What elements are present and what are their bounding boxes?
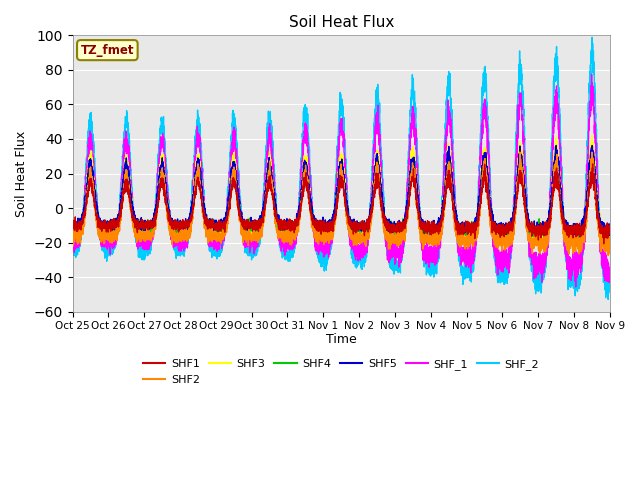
Text: TZ_fmet: TZ_fmet xyxy=(81,44,134,57)
Legend: SHF1, SHF2, SHF3, SHF4, SHF5, SHF_1, SHF_2: SHF1, SHF2, SHF3, SHF4, SHF5, SHF_1, SHF… xyxy=(139,355,543,389)
Y-axis label: Soil Heat Flux: Soil Heat Flux xyxy=(15,131,28,216)
Title: Soil Heat Flux: Soil Heat Flux xyxy=(289,15,394,30)
X-axis label: Time: Time xyxy=(326,333,356,346)
